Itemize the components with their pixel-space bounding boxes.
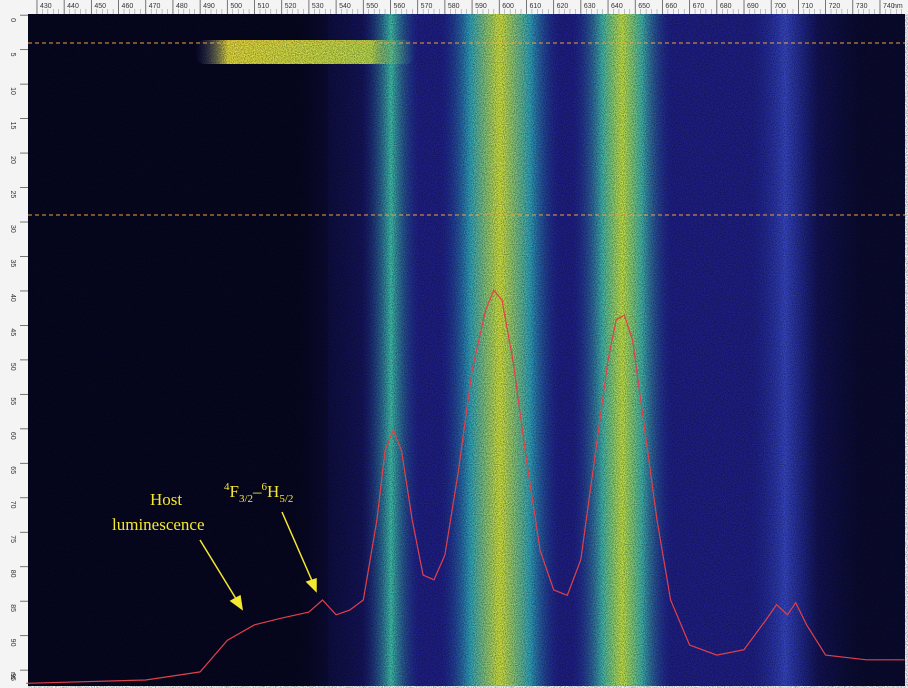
streak-image: 4304404504604704804905005105205305405505… (0, 0, 908, 688)
y-tick-label: 90 (9, 639, 16, 647)
annotation: 5/2 (279, 493, 293, 505)
annotation: – (252, 482, 262, 501)
x-tick-label: 570 (421, 3, 433, 10)
x-tick-label: 500 (230, 3, 242, 10)
y-tick-label: 55 (9, 397, 16, 405)
y-tick-label: 70 (9, 501, 16, 509)
x-tick-label: 490 (203, 3, 215, 10)
x-tick-label: 720 (829, 3, 841, 10)
y-tick-label: 35 (9, 259, 16, 267)
y-tick-label: 60 (9, 432, 16, 440)
x-tick-label: 560 (393, 3, 405, 10)
x-tick-label: 480 (176, 3, 188, 10)
annotation: 3/2 (239, 493, 253, 505)
x-tick-label: 700 (774, 3, 786, 10)
x-tick-label: 690 (747, 3, 759, 10)
x-tick-label: 600 (502, 3, 514, 10)
y-tick-label: 85 (9, 604, 16, 612)
x-tick-label: 530 (312, 3, 324, 10)
x-tick-label: 640 (611, 3, 623, 10)
x-tick-label: 470 (149, 3, 161, 10)
y-tick-label: 75 (9, 535, 16, 543)
x-tick-label: 630 (584, 3, 596, 10)
annotation: Host (150, 490, 182, 509)
x-axis-label: nm (893, 3, 903, 10)
left-axis (0, 14, 28, 688)
x-tick-label: 580 (448, 3, 460, 10)
annotation: H (267, 482, 279, 501)
y-tick-label: 10 (9, 87, 16, 95)
y-tick-label: 80 (9, 570, 16, 578)
y-tick-label: 5 (9, 53, 16, 57)
annotation: luminescence (112, 515, 205, 534)
x-tick-label: 510 (258, 3, 270, 10)
x-tick-label: 730 (856, 3, 868, 10)
y-tick-label: 40 (9, 294, 16, 302)
x-tick-label: 550 (366, 3, 378, 10)
x-tick-label: 590 (475, 3, 487, 10)
y-tick-label: 50 (9, 363, 16, 371)
y-tick-label: 45 (9, 328, 16, 336)
y-tick-label: 30 (9, 225, 16, 233)
y-axis-label: ns (9, 672, 16, 680)
y-tick-label: 15 (9, 122, 16, 130)
x-tick-label: 670 (693, 3, 705, 10)
x-tick-label: 650 (638, 3, 650, 10)
x-tick-label: 710 (801, 3, 813, 10)
x-tick-label: 460 (122, 3, 134, 10)
noise (28, 14, 905, 686)
x-tick-label: 440 (67, 3, 79, 10)
x-tick-label: 430 (40, 3, 52, 10)
x-tick-label: 450 (94, 3, 106, 10)
x-tick-label: 620 (557, 3, 569, 10)
x-tick-label: 610 (529, 3, 541, 10)
annotation: F (230, 482, 239, 501)
x-tick-label: 540 (339, 3, 351, 10)
y-tick-label: 20 (9, 156, 16, 164)
y-tick-label: 0 (9, 18, 16, 22)
y-tick-label: 65 (9, 466, 16, 474)
x-tick-label: 660 (665, 3, 677, 10)
x-tick-label: 680 (720, 3, 732, 10)
y-tick-label: 25 (9, 191, 16, 199)
x-tick-label: 520 (285, 3, 297, 10)
